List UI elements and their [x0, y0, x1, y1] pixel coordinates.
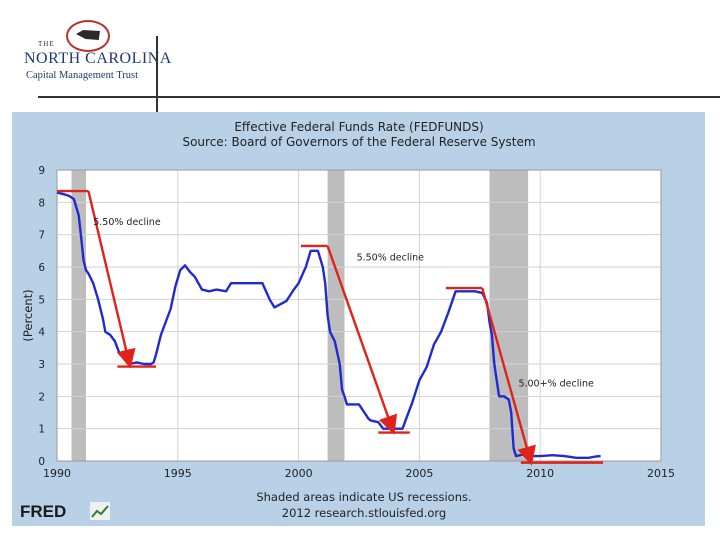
decline-1-arrow [87, 190, 136, 369]
y-tick-label-0: 0 [38, 456, 45, 468]
y-tick-label-7: 7 [38, 230, 45, 242]
y-tick-label-6: 6 [38, 262, 45, 274]
x-tick-label-1990: 1990 [43, 467, 71, 480]
fred-logo: FRED [20, 502, 67, 521]
annotation-label-2: 5.50% decline [357, 253, 425, 264]
plot-frame [56, 169, 662, 462]
plot-area [57, 170, 661, 461]
x-tick-label-2015: 2015 [647, 467, 675, 480]
x-tick-label-2010: 2010 [526, 467, 554, 480]
y-tick-label-1: 1 [38, 424, 45, 436]
north-carolina-map-icon [66, 20, 110, 52]
chart-title: Effective Federal Funds Rate (FEDFUNDS) [234, 120, 483, 134]
y-tick-label-4: 4 [38, 327, 45, 339]
decline-2-arrow [326, 245, 398, 435]
chart-panel: Effective Federal Funds Rate (FEDFUNDS) S… [12, 112, 705, 526]
logo-line-1: THE [38, 40, 55, 48]
y-tick-label-5: 5 [38, 294, 45, 306]
annotation-label-3: 5.00+% decline [518, 379, 594, 390]
decline-3-arrow [481, 287, 536, 466]
fed-funds-chart: Effective Federal Funds Rate (FEDFUNDS)S… [21, 120, 675, 520]
chart-subtitle: Source: Board of Governors of the Federa… [182, 135, 535, 149]
x-tick-label-2005: 2005 [405, 467, 433, 480]
y-tick-label-2: 2 [38, 391, 45, 403]
header-divider-vertical [156, 36, 158, 112]
annotation-label-1: 5.50% decline [93, 217, 161, 228]
y-tick-label-9: 9 [38, 165, 45, 177]
chart-footer-source: 2012 research.stlouisfed.org [282, 506, 446, 520]
y-tick-label-3: 3 [38, 359, 45, 371]
chart-footer-recessions: Shaded areas indicate US recessions. [256, 490, 471, 504]
x-tick-label-1995: 1995 [164, 467, 192, 480]
header-divider-horizontal [38, 96, 720, 98]
recession-band-2 [327, 170, 345, 461]
logo-line-2: NORTH CAROLINA [24, 50, 172, 67]
fred-chart-icon [90, 502, 110, 520]
recession-band-3 [489, 170, 529, 461]
x-tick-label-2000: 2000 [285, 467, 313, 480]
company-logo: THE NORTH CAROLINA Capital Management Tr… [22, 14, 171, 84]
y-axis-label: (Percent) [21, 289, 35, 341]
logo-line-3: Capital Management Trust [26, 70, 138, 81]
y-tick-label-8: 8 [38, 197, 45, 209]
